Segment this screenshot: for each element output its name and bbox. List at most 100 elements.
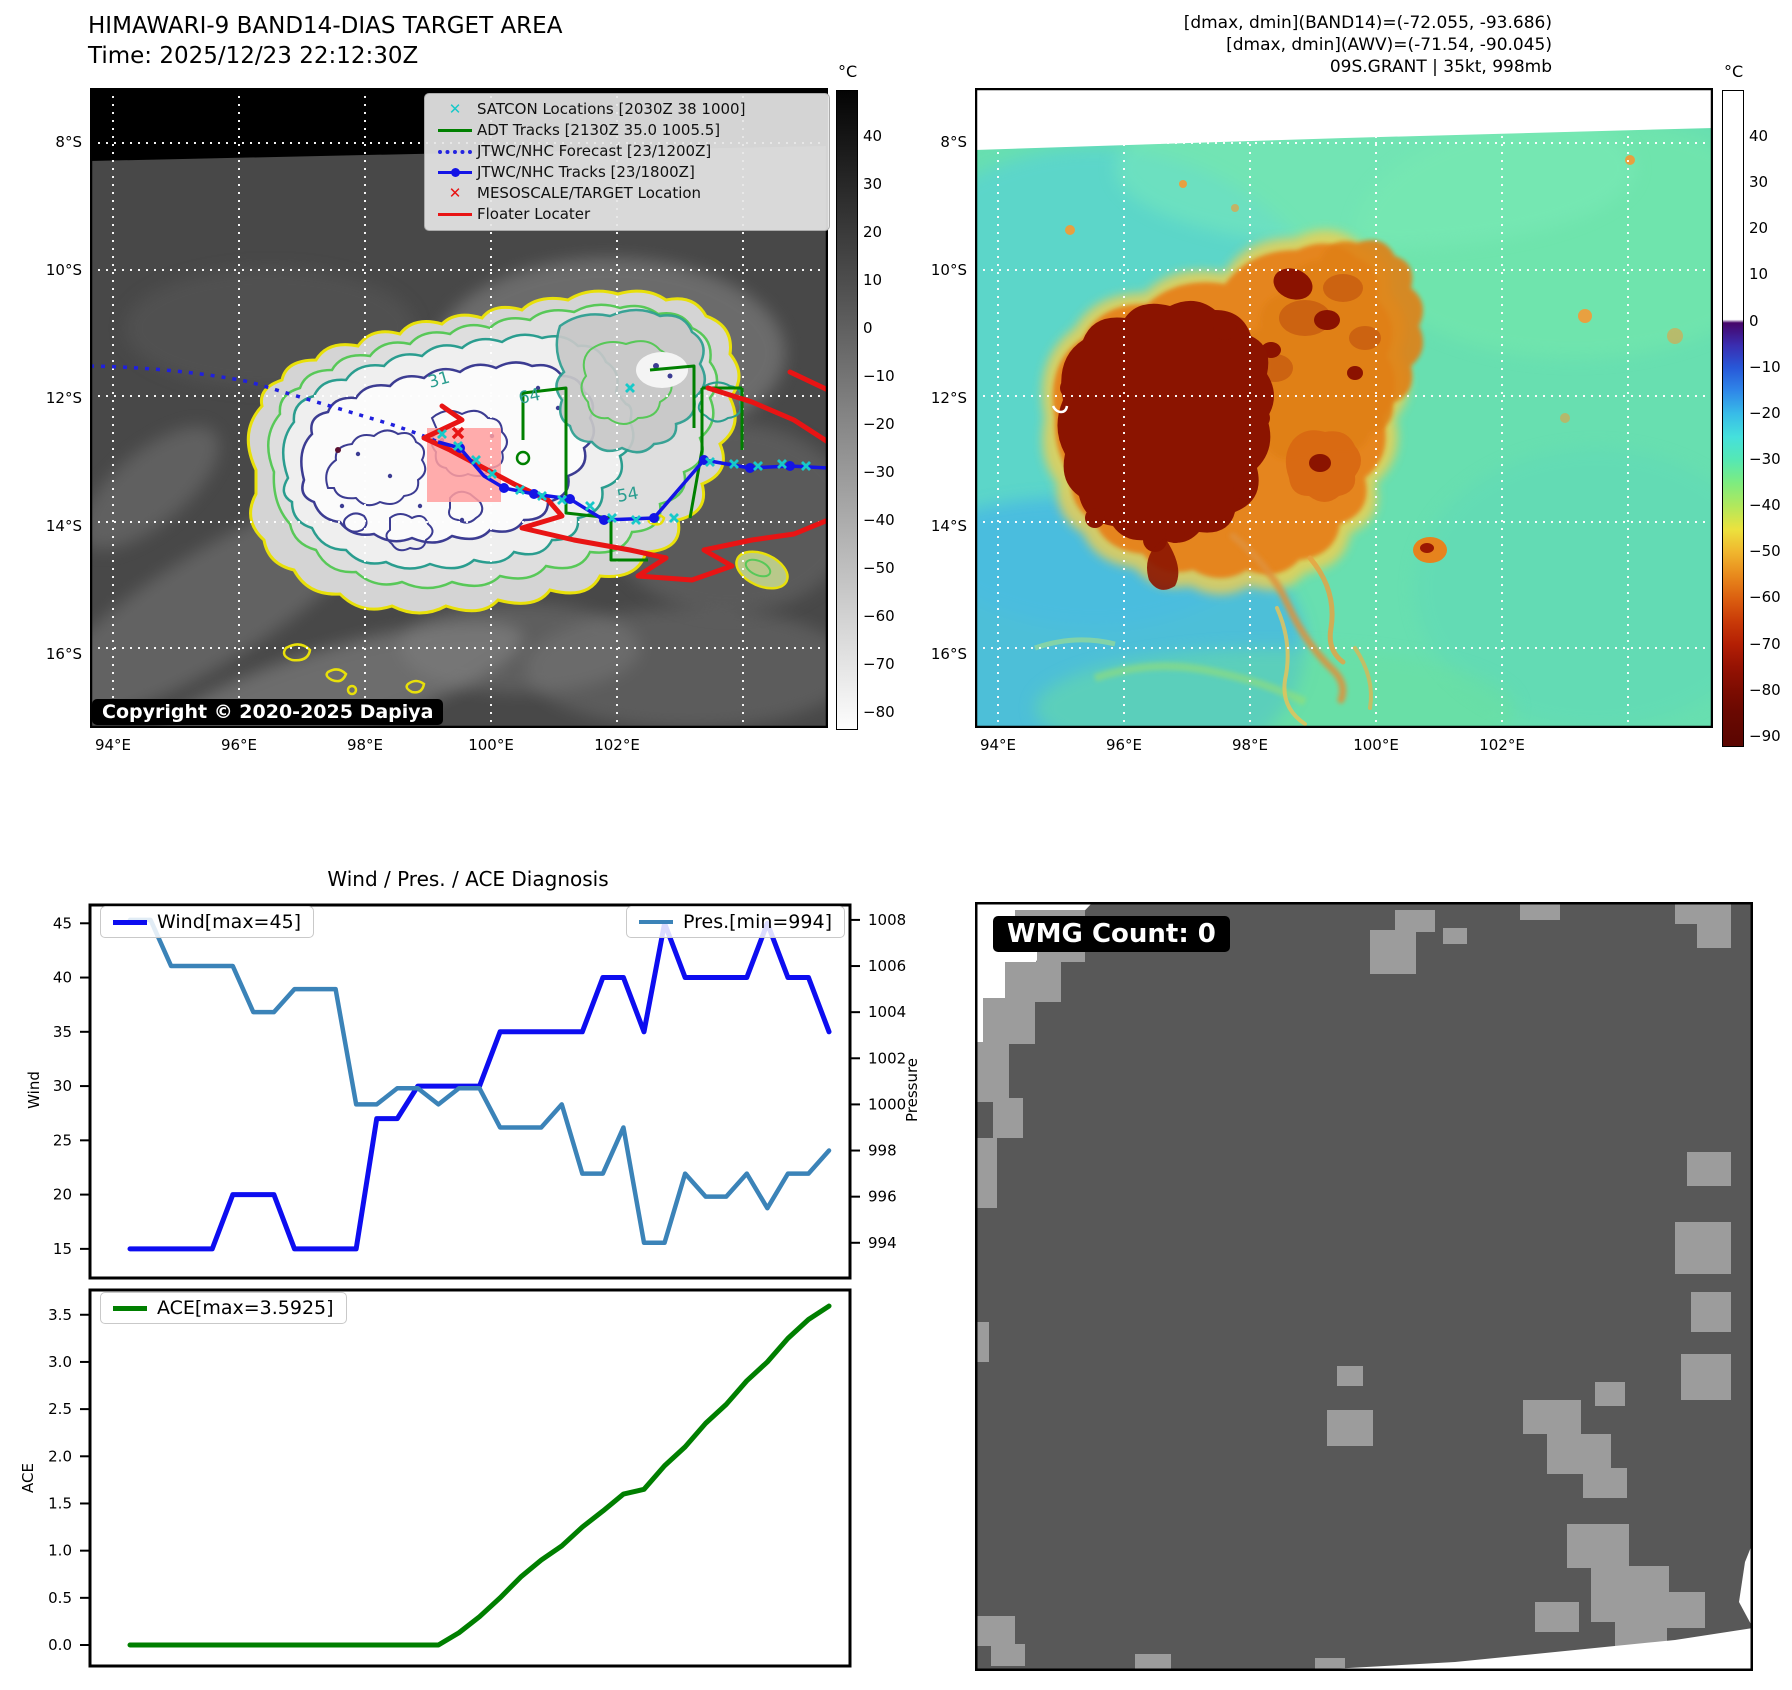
axis-tick-label: 35 [53,1023,72,1041]
awv-colorbar-ticks: 40 30 20 10 0 −10 −20 −30 −40 −50 −60 −70 −80 −90 [1749,127,1781,745]
axis-tick-label: 996 [868,1188,897,1206]
axis-tick-label: 30 [53,1077,72,1095]
legend-label: MESOSCALE/TARGET Location [477,184,702,203]
band14-title: HIMAWARI-9 BAND14-DIAS TARGET AREA [88,13,563,39]
tick-label: 102°E [594,736,640,754]
tick-label: 12°S [930,389,967,407]
axis-tick-label: 1002 [868,1049,906,1067]
tick-label: 100°E [1353,736,1399,754]
se-streaks [1229,532,1373,726]
grid-lines [975,88,1713,728]
target-area-box [427,428,501,502]
tick-label: −80 [1749,680,1781,699]
mesoscale-x-marker [451,426,465,440]
red-line-icon [433,212,477,217]
awv-enhanced-ir-map [975,88,1713,728]
pressure-axis-label: Pressure [903,1057,921,1123]
axis-tick-label: 0.0 [48,1636,72,1654]
axis-tick-label: 994 [868,1234,897,1252]
tick-label: 16°S [45,645,82,663]
blue-line-dot-icon [433,167,477,177]
series-line [127,1303,832,1648]
axis-tick-label: 40 [53,969,72,987]
floater-locater-line [421,369,828,583]
legend-item-floater: Floater Locater [433,204,819,225]
tick-label: 10°S [45,261,82,279]
satcon-x-markers [437,383,811,525]
dmax-dmin-band14: [dmax, dmin](BAND14)=(-72.055, -93.686) [1183,13,1552,33]
legend-label: JTWC/NHC Tracks [23/1800Z] [477,163,695,182]
tick-label: 14°S [930,517,967,535]
axis-tick-label: 1000 [868,1095,906,1113]
tick-label: 100°E [468,736,514,754]
dmin-white-notch [1051,405,1069,414]
tick-label: −70 [863,655,895,673]
band14-lon-labels: 94°E 96°E 98°E 100°E 102°E [83,736,647,756]
tick-label: 102°E [1479,736,1525,754]
tick-label: 30 [863,175,883,193]
awv-colorbar [1722,90,1744,747]
axis-tick-label: 0.5 [48,1589,72,1607]
tick-label: 14°S [45,517,82,535]
axis-tick-label: 1.0 [48,1542,72,1560]
tick-label: 96°E [220,736,258,754]
satcon-x-icon: ✕ [448,100,462,119]
legend-item-satcon: ✕ SATCON Locations [2030Z 38 1000] [433,99,819,120]
tick-label: −60 [863,607,895,625]
tick-label: −40 [863,511,895,529]
awv-colorbar-unit: °C [1724,62,1744,81]
series-line [127,917,832,1246]
tick-label: 20 [1749,219,1769,238]
wind-line-swatch [113,919,147,925]
legend-label: JTWC/NHC Forecast [23/1200Z] [477,142,712,161]
wmg-count-badge: WMG Count: 0 [993,916,1230,952]
tick-label: −40 [1749,496,1781,515]
band14-colorbar-unit: °C [838,62,858,81]
storm-cold-core [1057,300,1274,543]
legend-item-tracks: JTWC/NHC Tracks [23/1800Z] [433,162,819,183]
awv-header: [dmax, dmin](BAND14)=(-72.055, -93.686) … [1184,12,1552,78]
axis-tick-label: 1004 [868,1003,906,1021]
tick-label: −60 [1749,588,1781,607]
tick-label: 96°E [1105,736,1143,754]
tick-label: 30 [1749,173,1769,192]
legend-label: SATCON Locations [2030Z 38 1000] [477,100,746,119]
axis-tick-label: 998 [868,1142,897,1160]
tick-label: −50 [1749,542,1781,561]
legend-item-adt: ADT Tracks [2130Z 35.0 1005.5] [433,120,819,141]
tick-label: 98°E [346,736,384,754]
awv-lat-labels: 8°S 10°S 12°S 14°S 16°S [915,133,967,663]
wind-pressure-plot-frame [88,903,852,1280]
tick-label: −10 [863,367,895,385]
tick-label: −30 [863,463,895,481]
tick-label: 10°S [930,261,967,279]
copyright-badge: Copyright © 2020-2025 Dapiya [92,699,444,725]
legend-label: ADT Tracks [2130Z 35.0 1005.5] [477,121,721,140]
tick-label: 0 [1749,311,1759,330]
ne-convection-cluster [1223,239,1424,460]
tick-label: 16°S [930,645,967,663]
tick-label: 8°S [55,133,82,151]
band14-lat-labels: 8°S 10°S 12°S 14°S 16°S [30,133,82,663]
tick-label: 20 [863,223,883,241]
axis-tick-label: 20 [53,1186,72,1204]
band14-colorbar [836,90,858,730]
ace-legend: ACE[max=3.5925] [100,1292,347,1324]
axis-tick-label: 3.0 [48,1353,72,1371]
tick-label: 94°E [979,736,1017,754]
legend-item-meso: ✕ MESOSCALE/TARGET Location [433,183,819,204]
wmg-panel [975,902,1753,1671]
south-yellow-contours [282,513,666,696]
tick-label: 0 [863,319,873,337]
no-data-wedge [975,88,1713,150]
storm-id-intensity: 09S.GRANT | 35kt, 998mb [1329,57,1552,77]
wind-legend: Wind[max=45] [100,906,315,938]
diagnosis-charts: Wind / Pres. / ACE Diagnosis 15 20 25 30 35 4… [48,867,906,1668]
axis-tick-label: 1.5 [48,1494,72,1512]
axis-tick-label: 15 [53,1240,72,1258]
wind-axis-label: Wind [25,1071,43,1109]
tick-label: −30 [1749,449,1781,468]
tick-label: 12°S [45,389,82,407]
svg-text:54: 54 [615,483,640,506]
tick-label: −20 [863,415,895,433]
